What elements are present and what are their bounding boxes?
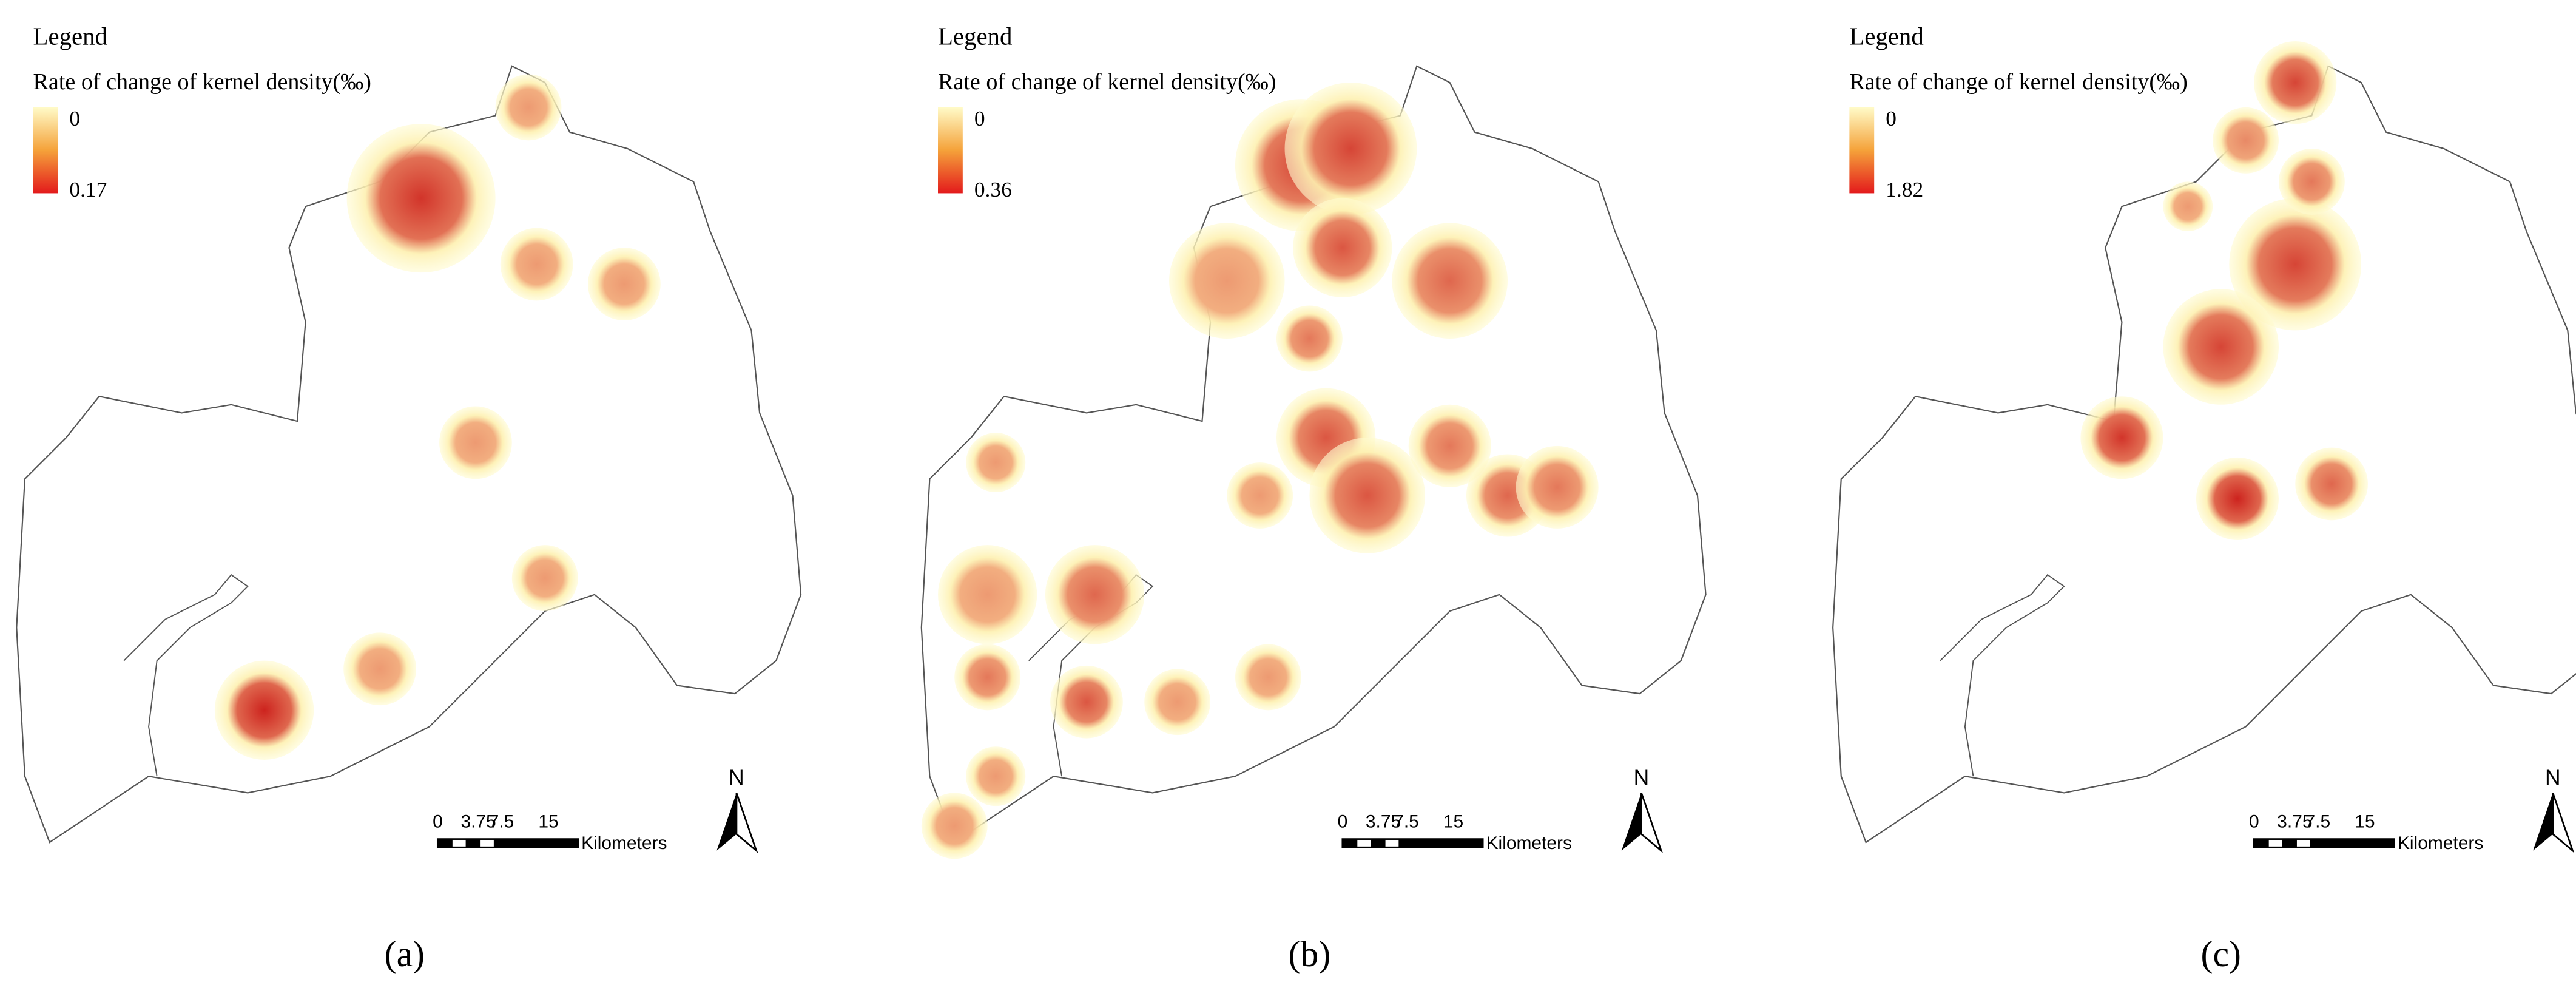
scale-label: 3.75	[460, 812, 496, 832]
scale-label: 0	[2249, 812, 2259, 832]
scale-segment	[465, 839, 481, 848]
density-hotspot	[1284, 83, 1417, 215]
legend-title: Legend	[33, 22, 107, 50]
scale-label: 15	[2355, 812, 2375, 832]
density-hotspot	[1227, 462, 1293, 529]
legend-subtitle: Rate of change of kernel density(‰)	[938, 69, 1276, 95]
scale-label: 7.5	[2305, 812, 2331, 832]
scale-segment	[437, 839, 453, 848]
scale-label: 15	[1443, 812, 1463, 832]
north-arrow	[1640, 792, 1663, 853]
river	[123, 573, 249, 777]
scale-label: 7.5	[489, 812, 514, 832]
north-label: N	[729, 766, 744, 790]
scale-unit: Kilometers	[1486, 833, 1572, 853]
river	[1940, 573, 2065, 777]
density-hotspot	[921, 793, 988, 859]
density-hotspot	[2229, 198, 2362, 331]
map-panel: Legend Rate of change of kernel density(‰…	[1832, 22, 2576, 974]
scale-label: 3.75	[1366, 812, 1401, 832]
density-hotspot	[938, 545, 1037, 644]
scale-unit: Kilometers	[581, 833, 667, 853]
scale-segment	[1398, 839, 1483, 848]
legend-title: Legend	[938, 22, 1012, 50]
density-hotspot	[2163, 181, 2213, 232]
density-hotspot	[588, 248, 661, 321]
density-hotspot	[1050, 665, 1123, 739]
density-hotspot	[2213, 107, 2279, 174]
legend-max: 1.82	[1886, 177, 1923, 201]
legend-subtitle: Rate of change of kernel density(‰)	[33, 69, 371, 95]
map-panel: Legend Rate of change of kernel density(‰…	[920, 22, 1707, 974]
density-hotspot	[2080, 396, 2163, 479]
density-hotspot	[2254, 41, 2337, 124]
legend-ramp	[33, 107, 58, 194]
density-hotspot	[214, 660, 314, 760]
scale-segment	[1371, 839, 1386, 848]
density-hotspot	[1408, 404, 1491, 487]
north-arrow	[2533, 793, 2553, 851]
scale-label: 0	[1338, 812, 1348, 832]
legend-max: 0.17	[69, 177, 107, 201]
region-boundary	[16, 65, 802, 844]
density-hotspot	[500, 228, 573, 301]
density-hotspot	[1144, 669, 1211, 736]
scale-label: 15	[538, 812, 558, 832]
legend-title: Legend	[1849, 22, 1923, 50]
north-label: N	[1634, 766, 1650, 790]
region-boundary	[920, 65, 1707, 844]
region-boundary	[1832, 65, 2576, 844]
north-arrow	[716, 793, 737, 851]
scale-segment	[2254, 839, 2269, 848]
density-hotspot	[343, 632, 416, 706]
scale-segment	[2282, 839, 2297, 848]
panel-caption: (a)	[385, 934, 425, 974]
density-hotspot	[1169, 223, 1285, 339]
legend-ramp	[1849, 107, 1875, 194]
density-hotspot	[2163, 289, 2279, 405]
scale-segment	[1342, 839, 1358, 848]
legend-subtitle: Rate of change of kernel density(‰)	[1849, 69, 2187, 95]
density-hotspot	[2295, 447, 2368, 521]
scale-label: 3.75	[2277, 812, 2312, 832]
north-arrow	[2552, 792, 2575, 853]
panel-caption: (b)	[1288, 934, 1330, 974]
map-panel: Legend Rate of change of kernel density(‰…	[16, 22, 802, 974]
density-hotspot	[1045, 545, 1145, 644]
north-label: N	[2545, 766, 2561, 790]
scale-segment	[2310, 839, 2395, 848]
density-hotspot	[1235, 644, 1301, 711]
panel-caption: (c)	[2201, 934, 2241, 974]
density-hotspot	[511, 545, 578, 612]
legend-min: 0	[974, 106, 985, 130]
density-hotspot	[966, 433, 1026, 493]
legend-min: 0	[1886, 106, 1897, 130]
density-hotspot	[346, 124, 496, 273]
density-hotspot	[1293, 198, 1392, 297]
legend-min: 0	[69, 106, 80, 130]
density-hotspot	[1392, 223, 1508, 339]
density-hotspot	[2196, 457, 2279, 540]
density-hotspot	[1516, 445, 1599, 529]
density-hotspot	[1276, 305, 1343, 372]
density-hotspot	[966, 746, 1026, 807]
density-hotspot	[1309, 438, 1425, 553]
north-arrow	[735, 792, 758, 853]
density-hotspot	[954, 644, 1021, 711]
density-hotspot	[2279, 148, 2345, 215]
density-hotspot	[495, 74, 562, 141]
scale-segment	[493, 839, 578, 848]
scale-label: 7.5	[1394, 812, 1419, 832]
legend-ramp	[938, 107, 963, 194]
density-hotspot	[439, 406, 512, 479]
scale-label: 0	[433, 812, 443, 832]
north-arrow	[1621, 793, 1642, 851]
legend-max: 0.36	[974, 177, 1012, 201]
scale-unit: Kilometers	[2398, 833, 2483, 853]
